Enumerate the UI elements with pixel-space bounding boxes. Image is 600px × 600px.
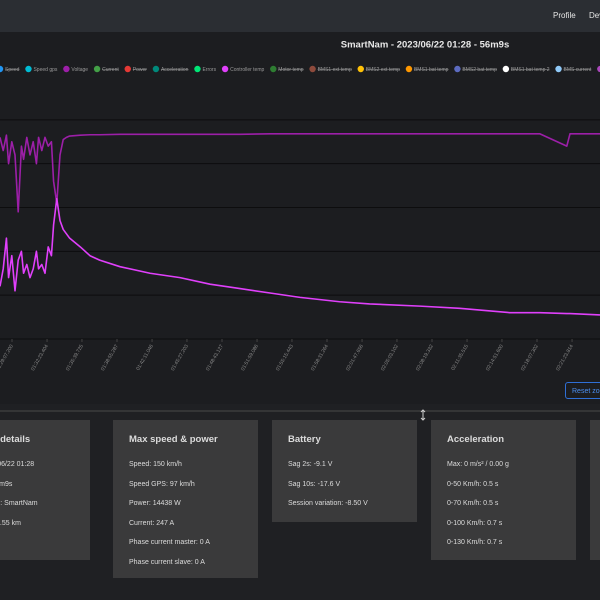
legend-label[interactable]: Speed [5,67,20,73]
card-line: Power: 14438 W [129,500,181,507]
chart-title: SmartNam - 2023/06/22 01:28 - 56m9s [341,40,509,51]
card-line: Sag 2s: -9.1 V [288,461,333,468]
card-line: Session variation: -8.50 V [288,500,368,507]
legend-label[interactable]: BMS2 bat temp [462,67,497,73]
legend-label[interactable]: Current [102,67,119,73]
card: Acceleration Max: 0 m/s² / 0.00 g 0-50 Km… [431,420,576,560]
legend-marker [25,65,32,73]
card [590,420,600,560]
series-line [0,133,600,213]
card-title: Max speed & power [129,434,218,445]
nav-link[interactable]: Profile [553,11,576,20]
card-line: 0-130 Km/h: 0.7 s [447,539,503,546]
card-title: Acceleration [447,434,505,445]
card-line: Speed GPS: 97 km/h [129,480,195,488]
resize-handle[interactable] [420,409,426,421]
legend-label[interactable]: BMS1 ext temp [318,67,352,73]
legend-marker [309,65,316,73]
chart: SmartNam - 2023/06/22 01:28 - 56m9s Spee… [0,32,600,404]
legend-marker [405,65,413,73]
legend-label[interactable]: Acceleration [161,67,189,73]
legend-label[interactable]: Errors [202,67,216,73]
card-line: Wheel name: SmartNam [0,500,38,507]
card-line: 0-70 Km/h: 0.5 s [447,500,499,507]
legend-label[interactable]: Voltage [71,67,88,73]
legend-label[interactable]: Controller temp [230,67,264,73]
legend-marker [555,65,562,73]
card-line: Distance: 13.55 km [0,519,21,527]
legend-marker [0,65,4,73]
card-line: 0-50 Km/h: 0.5 s [447,480,499,488]
reset-zoom-button[interactable]: Reset zoom [565,382,600,399]
series-line [0,197,600,316]
card-line: Sag 10s: -17.6 V [288,480,341,488]
card-line: Duration: 56m9s [0,480,13,488]
legend-label[interactable]: Motor temp [278,67,304,73]
legend-marker [597,65,600,73]
card-title: Session details [0,434,31,445]
navbar: Profile Dev [0,0,600,32]
legend-label[interactable]: BMS1 bat temp [414,67,449,73]
card-title: Battery [288,434,321,445]
legend-marker [454,65,461,73]
legend-label[interactable]: Speed gps [33,67,57,73]
legend-marker [502,65,510,73]
card-line: Phase current slave: 0 A [129,558,205,566]
legend-marker [194,65,201,73]
card-line: Speed: 150 km/h [129,461,182,468]
divider [0,409,600,421]
legend-marker [124,65,131,73]
card-line: Phase current master: 0 A [129,539,210,546]
card-line: Date: 2023/06/22 01:28 [0,461,35,468]
legend-marker [357,65,364,73]
legend-label[interactable]: BMS1 bat temp 2 [511,67,550,73]
legend-marker [270,65,277,73]
legend-marker [152,65,160,73]
legend-marker [221,65,229,73]
legend-label[interactable]: BMS current [564,67,592,73]
card-line: Max: 0 m/s² / 0.00 g [447,461,509,468]
card: Session details Date: 2023/06/22 01:28 Du… [0,420,90,560]
chart-background [0,32,600,404]
card-line: 0-100 Km/h: 0.7 s [447,519,503,527]
legend-label[interactable]: Power [133,67,148,73]
card: Battery Sag 2s: -9.1 V Sag 10s: -17.6 V Se… [272,420,417,522]
legend-marker [63,65,70,73]
card-line: Current: 247 A [129,519,175,527]
nav-link[interactable]: Dev [589,11,600,20]
legend-marker [93,65,101,73]
card: Max speed & power Speed: 150 km/h Speed G… [113,420,258,578]
legend-label[interactable]: BMS2 ext temp [366,67,400,73]
